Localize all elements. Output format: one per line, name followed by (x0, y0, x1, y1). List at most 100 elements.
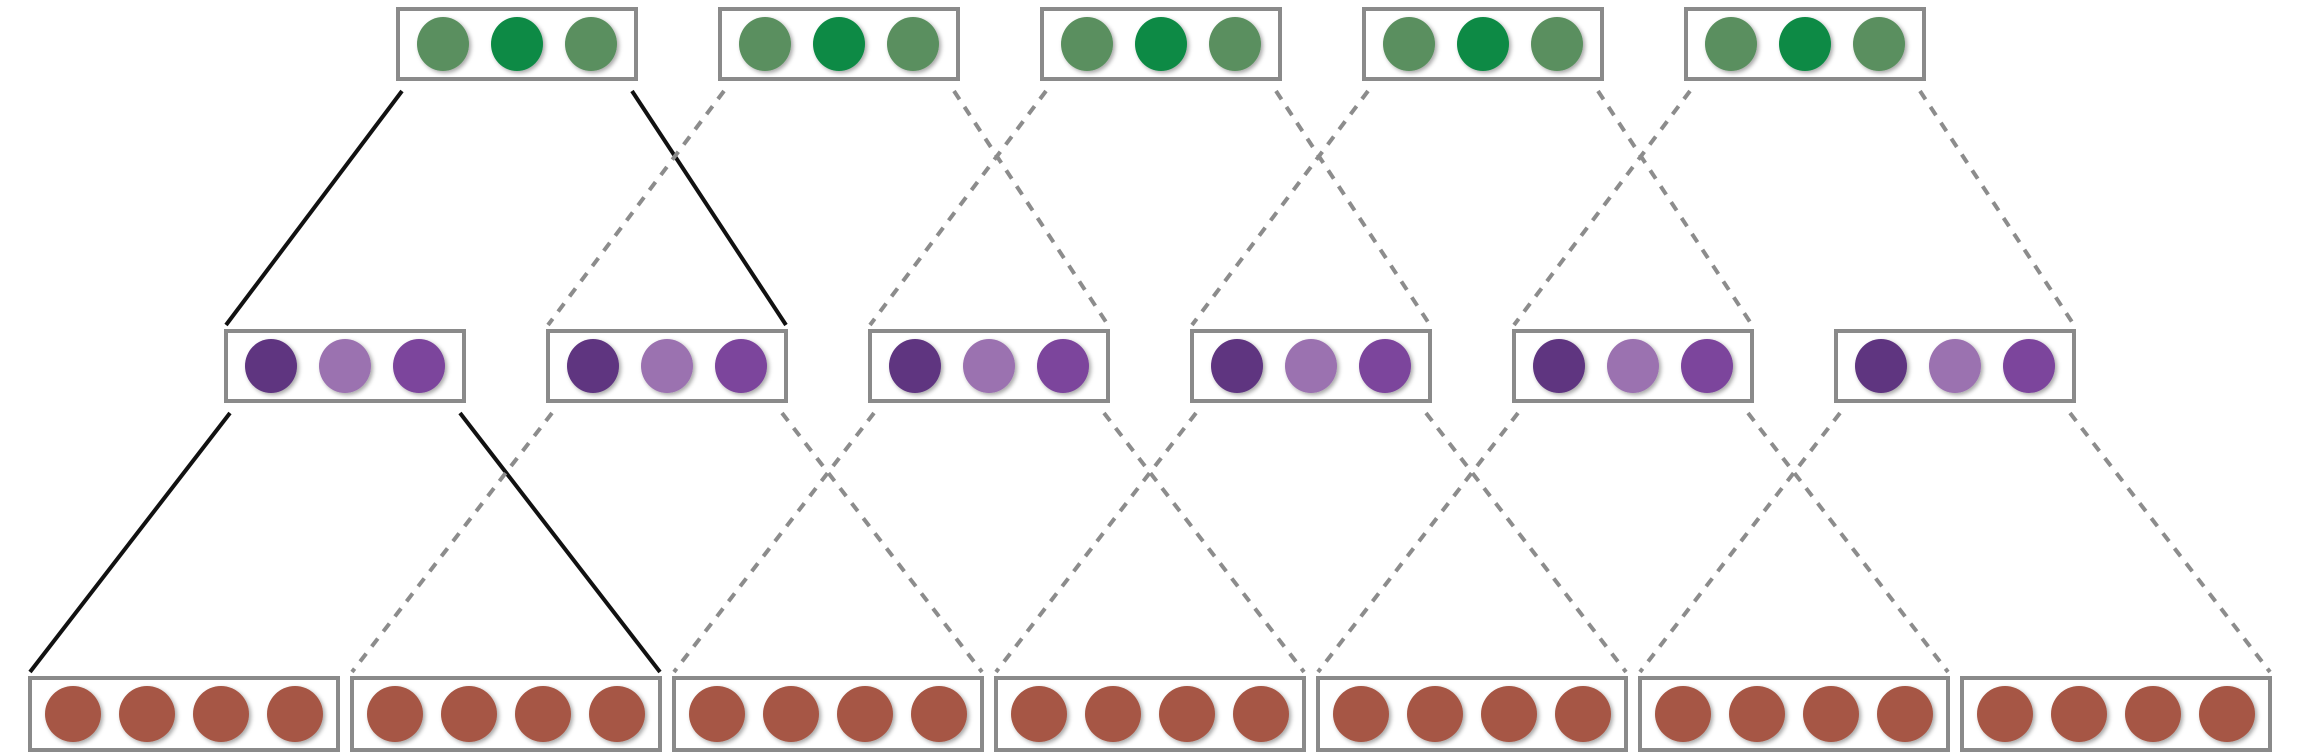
top-unit-dot (1853, 17, 1905, 71)
bottom-layer-box-5 (1638, 676, 1950, 752)
middle-unit-dot (963, 339, 1015, 393)
top-layer-box-1 (718, 7, 960, 81)
connections-layer (28, 89, 2272, 674)
top-unit-dot (1209, 17, 1261, 71)
top-unit-dot (887, 17, 939, 71)
bottom-unit-dot (1011, 686, 1067, 742)
bottom-unit-dot (1407, 686, 1463, 742)
connection-line-top-1-right (952, 89, 1110, 327)
bottom-unit-dot (911, 686, 967, 742)
bottom-unit-dot (441, 686, 497, 742)
bottom-layer-box-1 (350, 676, 662, 752)
middle-unit-dot (1285, 339, 1337, 393)
bottom-unit-dot (837, 686, 893, 742)
middle-layer-box-1 (546, 329, 788, 403)
top-unit-dot (1457, 17, 1509, 71)
top-unit-dot (739, 17, 791, 71)
middle-unit-dot (1359, 339, 1411, 393)
connection-line-middle-1-left (350, 411, 554, 674)
bottom-unit-dot (1481, 686, 1537, 742)
bottom-unit-dot (1555, 686, 1611, 742)
connection-line-middle-3-left (994, 411, 1198, 674)
bottom-unit-dot (2125, 686, 2181, 742)
top-layer-box-0 (396, 7, 638, 81)
bottom-unit-dot (515, 686, 571, 742)
middle-unit-dot (715, 339, 767, 393)
bottom-unit-dot (193, 686, 249, 742)
top-unit-dot (1135, 17, 1187, 71)
middle-unit-dot (2003, 339, 2055, 393)
bottom-layer-box-2 (672, 676, 984, 752)
bottom-unit-dot (267, 686, 323, 742)
middle-unit-dot (1533, 339, 1585, 393)
bottom-unit-dot (1803, 686, 1859, 742)
top-unit-dot (813, 17, 865, 71)
connection-line-top-2-right (1274, 89, 1432, 327)
top-unit-dot (1061, 17, 1113, 71)
connection-line-top-2-left (868, 89, 1048, 327)
connection-line-top-0-left (224, 89, 404, 327)
bottom-unit-dot (1977, 686, 2033, 742)
bottom-unit-dot (1085, 686, 1141, 742)
top-unit-dot (1531, 17, 1583, 71)
middle-layer-box-0 (224, 329, 466, 403)
middle-unit-dot (1211, 339, 1263, 393)
bottom-unit-dot (45, 686, 101, 742)
connection-line-middle-2-left (672, 411, 876, 674)
connection-line-top-4-left (1512, 89, 1692, 327)
connection-line-middle-4-right (1746, 411, 1950, 674)
connection-line-middle-0-right (458, 411, 662, 674)
middle-layer-box-3 (1190, 329, 1432, 403)
middle-layer-box-2 (868, 329, 1110, 403)
connection-line-middle-4-left (1316, 411, 1520, 674)
bottom-unit-dot (1877, 686, 1933, 742)
bottom-unit-dot (1333, 686, 1389, 742)
bottom-unit-dot (589, 686, 645, 742)
middle-unit-dot (641, 339, 693, 393)
bottom-unit-dot (2051, 686, 2107, 742)
top-layer-box-3 (1362, 7, 1604, 81)
connection-line-top-3-right (1596, 89, 1754, 327)
bottom-unit-dot (1233, 686, 1289, 742)
top-layer-box-4 (1684, 7, 1926, 81)
middle-unit-dot (889, 339, 941, 393)
connection-line-middle-5-right (2068, 411, 2272, 674)
connection-line-middle-0-left (28, 411, 232, 674)
connection-line-middle-5-left (1638, 411, 1842, 674)
middle-unit-dot (567, 339, 619, 393)
middle-unit-dot (1929, 339, 1981, 393)
connection-line-top-1-left (546, 89, 726, 327)
middle-unit-dot (1855, 339, 1907, 393)
bottom-unit-dot (689, 686, 745, 742)
bottom-unit-dot (763, 686, 819, 742)
middle-layer-box-4 (1512, 329, 1754, 403)
bottom-unit-dot (367, 686, 423, 742)
connection-line-middle-2-right (1102, 411, 1306, 674)
connection-line-middle-3-right (1424, 411, 1628, 674)
connection-line-top-3-left (1190, 89, 1370, 327)
middle-unit-dot (1037, 339, 1089, 393)
top-unit-dot (565, 17, 617, 71)
bottom-layer-box-3 (994, 676, 1306, 752)
bottom-unit-dot (1729, 686, 1785, 742)
boxes-layer (28, 7, 2272, 752)
top-unit-dot (1705, 17, 1757, 71)
top-layer-box-2 (1040, 7, 1282, 81)
top-unit-dot (491, 17, 543, 71)
connection-line-top-4-right (1918, 89, 2076, 327)
bottom-layer-box-6 (1960, 676, 2272, 752)
middle-unit-dot (245, 339, 297, 393)
top-unit-dot (1779, 17, 1831, 71)
top-unit-dot (1383, 17, 1435, 71)
connection-line-top-0-right (630, 89, 788, 327)
bottom-layer-box-0 (28, 676, 340, 752)
middle-unit-dot (1607, 339, 1659, 393)
bottom-layer-box-4 (1316, 676, 1628, 752)
connection-line-middle-1-right (780, 411, 984, 674)
middle-layer-box-5 (1834, 329, 2076, 403)
middle-unit-dot (393, 339, 445, 393)
bottom-unit-dot (2199, 686, 2255, 742)
bottom-unit-dot (1655, 686, 1711, 742)
bottom-unit-dot (119, 686, 175, 742)
